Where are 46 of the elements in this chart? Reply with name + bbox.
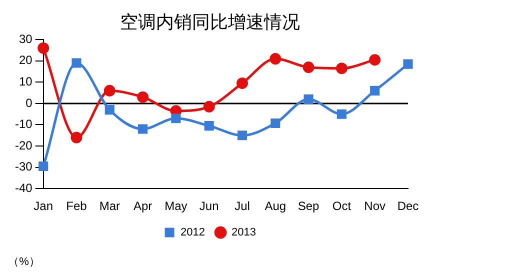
y-tick-label: -40 [15,180,33,195]
point [203,100,215,112]
point [302,62,314,74]
x-tick-label: Sep [298,199,320,214]
x-tick-label: Mar [99,199,120,214]
point [270,118,280,128]
y-tick-label: 30 [18,32,33,46]
x-tick-label: Jan [34,199,54,214]
y-tick-label: -10 [15,117,33,132]
point [104,105,114,115]
y-tick-label: -20 [15,138,33,152]
y-tick-label: 20 [18,53,33,68]
point [38,42,50,54]
y-tick-label: 0 [26,96,33,110]
point [70,132,82,144]
point [237,130,248,140]
point [336,109,346,119]
point [171,114,181,124]
point [370,86,380,96]
x-tick-label: Feb [66,199,88,214]
point [304,94,314,104]
x-tick-label: Dec [397,199,419,214]
x-tick-label: Aug [264,199,286,214]
point [137,91,149,103]
point [72,58,82,68]
x-tick-label: Jun [199,199,219,214]
legend-label: 2012 [180,226,206,239]
point [369,54,381,66]
point [403,59,413,69]
point [236,77,248,89]
point [104,84,116,96]
legend-label: 2013 [232,226,256,239]
y-tick-label: -30 [15,160,33,174]
point [270,53,282,65]
y-tick-label: 10 [18,74,33,88]
x-tick-label: Apr [133,199,152,214]
x-tick-label: May [164,199,188,214]
chart-title: 空调内销同比增速情况 [120,12,300,32]
y-axis-title: （%） [8,256,40,268]
point [336,62,348,74]
x-tick-label: Jul [234,199,250,214]
point [204,121,214,131]
point [38,161,48,172]
x-tick-label: Nov [364,199,386,214]
x-tick-label: Oct [332,199,352,214]
point [138,124,148,134]
